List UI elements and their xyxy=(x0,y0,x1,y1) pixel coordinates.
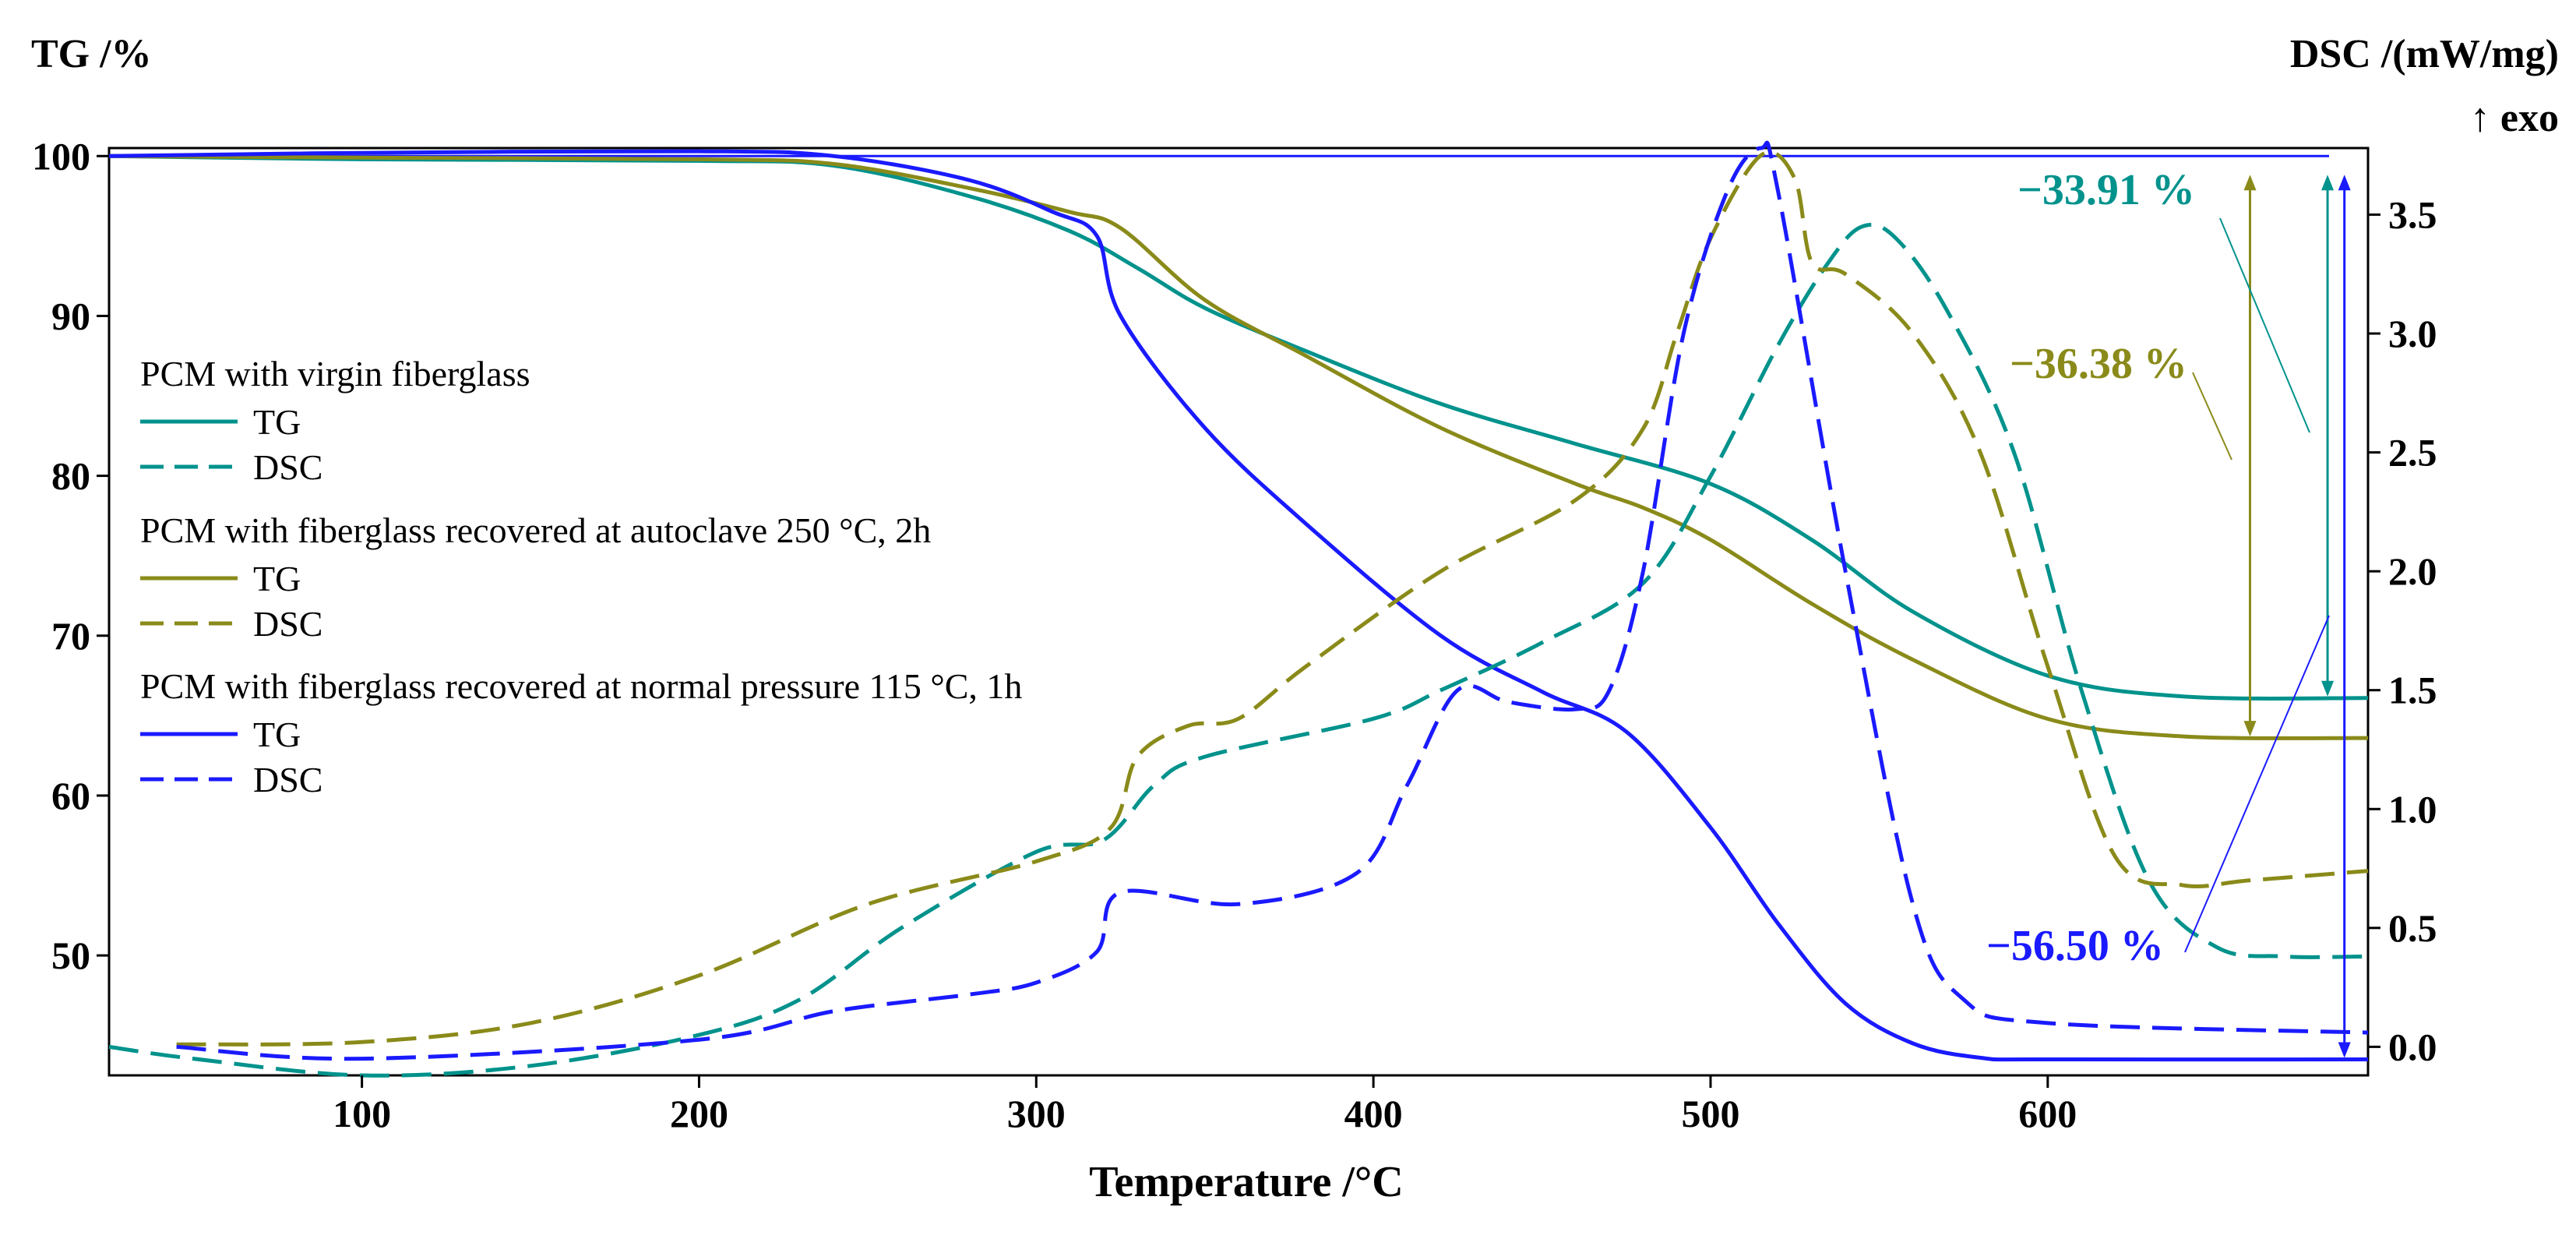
series-dsc-normal-pressure xyxy=(176,140,2369,1061)
y-right-axis-title: DSC /(mW/mg) xyxy=(2290,32,2559,76)
x-tick-label: 200 xyxy=(670,1092,728,1135)
legend-tg-label: TG xyxy=(253,715,301,754)
y-left-axis-title: TG /% xyxy=(31,32,152,76)
series-tg-normal-pressure xyxy=(108,149,2369,1062)
mass-loss-arrowhead-top xyxy=(2338,175,2351,191)
legend-group-title: PCM with virgin fiberglass xyxy=(140,354,530,394)
exo-label: ↑ exo xyxy=(2470,96,2559,140)
mass-loss-label: −33.91 % xyxy=(2017,166,2195,214)
mass-loss-label: −56.50 % xyxy=(1986,922,2164,970)
annotation-leader-line xyxy=(2184,615,2330,953)
legend-tg-label: TG xyxy=(253,402,301,442)
plot-frame xyxy=(107,146,2370,1077)
y-right-tick-label: 0.0 xyxy=(2388,1025,2437,1068)
y-right-tick-label: 2.5 xyxy=(2388,431,2437,475)
y-right-tick-label: 3.0 xyxy=(2388,312,2437,355)
y-right-tick-label: 0.5 xyxy=(2388,906,2437,950)
y-left-tick-label: 100 xyxy=(32,134,90,178)
annotation-leader-line xyxy=(2219,217,2310,433)
mass-loss-arrowhead-bottom xyxy=(2243,721,2257,737)
y-right-tick-label: 1.5 xyxy=(2388,669,2437,712)
series-dsc-virgin xyxy=(108,222,2369,1078)
legend-group-title: PCM with fiberglass recovered at normal … xyxy=(140,666,1022,706)
legend-dsc-label: DSC xyxy=(253,447,322,487)
legend-tg-label: TG xyxy=(253,559,301,598)
y-right-tick-label: 2.0 xyxy=(2388,549,2437,593)
y-left-tick-label: 60 xyxy=(51,774,90,817)
x-tick-label: 400 xyxy=(1344,1092,1403,1135)
y-left-tick-label: 90 xyxy=(51,294,90,337)
y-left-tick-label: 70 xyxy=(51,614,90,658)
series-tg-autoclave xyxy=(108,154,2369,740)
x-tick-label: 500 xyxy=(1681,1092,1739,1135)
x-tick-label: 600 xyxy=(2018,1092,2077,1135)
y-right-tick-label: 3.5 xyxy=(2388,192,2437,236)
series-layer xyxy=(108,140,2369,1078)
annotation-layer: −33.91 % −36.38 % −56.50 % xyxy=(1986,166,2351,1058)
y-right-tick-label: 1.0 xyxy=(2388,787,2437,831)
x-tick-label: 100 xyxy=(333,1092,391,1135)
mass-loss-label: −36.38 % xyxy=(2010,340,2187,388)
y-left-tick-label: 50 xyxy=(51,934,90,977)
legend-dsc-label: DSC xyxy=(253,760,322,800)
mass-loss-arrowhead-top xyxy=(2243,175,2257,191)
mass-loss-arrowhead-top xyxy=(2321,175,2335,191)
plot-area-frame xyxy=(107,146,2370,1077)
legend-group-title: PCM with fiberglass recovered at autocla… xyxy=(140,510,931,550)
legend-dsc-label: DSC xyxy=(253,604,322,644)
annotation-leader-line xyxy=(2192,372,2232,461)
x-tick-label: 300 xyxy=(1007,1092,1066,1135)
legend: PCM with virgin fiberglass TG DSC PCM with … xyxy=(140,354,1022,800)
y-left-tick-label: 80 xyxy=(51,454,90,498)
mass-loss-arrowhead-bottom xyxy=(2321,680,2335,697)
series-dsc-autoclave xyxy=(176,150,2369,1047)
axis-ticks: 100 200 300 400 500 600 50 60 70 80 90 100 0.0 0.5 1.0… xyxy=(32,134,2437,1135)
mass-loss-arrowhead-bottom xyxy=(2338,1042,2351,1058)
x-axis-title: Temperature /°C xyxy=(1089,1158,1403,1206)
